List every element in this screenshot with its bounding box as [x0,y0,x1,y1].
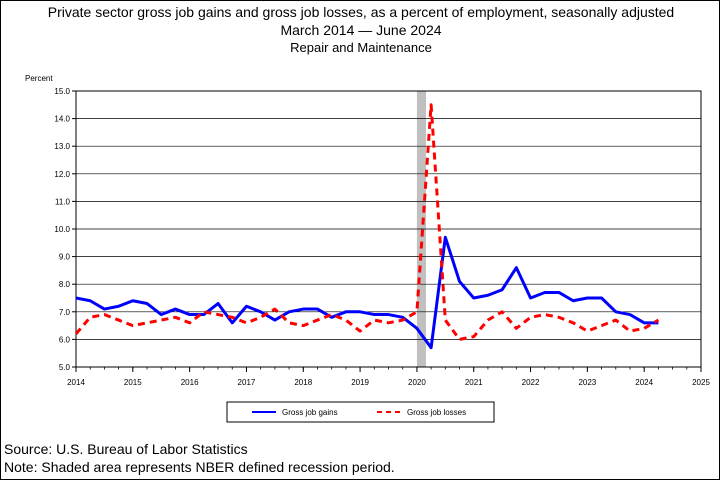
y-tick-label: 10.0 [54,225,70,234]
y-axis-label: Percent [25,74,53,83]
y-tick-label: 8.0 [59,280,71,289]
legend-label: Gross job gains [282,408,338,417]
x-tick-label: 2023 [578,378,596,387]
chart-subtitle: Repair and Maintenance [290,40,432,55]
line-chart: 5.0 6.0 7.0 8.0 9.0 10.0 11.0 12.0 13.0 14.0 15.0 2… [25,74,710,423]
y-tick-label: 7.0 [59,308,71,317]
x-tick-label: 2015 [124,378,142,387]
chart-date-range: March 2014 — June 2024 [280,22,442,38]
x-tick-label: 2021 [465,378,483,387]
y-tick-label: 9.0 [59,253,71,262]
x-tick-label: 2024 [635,378,653,387]
chart-title: Private sector gross job gains and gross… [47,4,675,20]
y-tick-label: 13.0 [54,142,70,151]
series-line-gross-job-losses [74,103,660,341]
chart-titles: Private sector gross job gains and gross… [1,3,720,56]
y-tick-label: 5.0 [59,363,71,372]
plot-area-frame [75,90,702,368]
series-line-gross-job-gains [75,235,659,350]
y-tick-label: 14.0 [54,115,70,124]
x-tick-label: 2014 [67,378,85,387]
x-tick-label: 2018 [294,378,312,387]
y-tick-label: 11.0 [55,197,71,206]
legend [226,401,495,423]
x-tick-label: 2025 [692,378,710,387]
y-tick-label: 6.0 [59,335,71,344]
x-tick-label: 2020 [408,378,426,387]
recession-note: Note: Shaded area represents NBER define… [4,459,395,475]
legend-label: Gross job losses [407,408,466,417]
x-tick-label: 2019 [351,378,369,387]
x-tick-label: 2016 [181,378,199,387]
x-tick-label: 2022 [522,378,540,387]
y-tick-label: 15.0 [54,87,70,96]
source-note: Source: U.S. Bureau of Labor Statistics [4,441,248,457]
x-tick-label: 2017 [238,378,256,387]
y-tick-label: 12.0 [54,170,70,179]
